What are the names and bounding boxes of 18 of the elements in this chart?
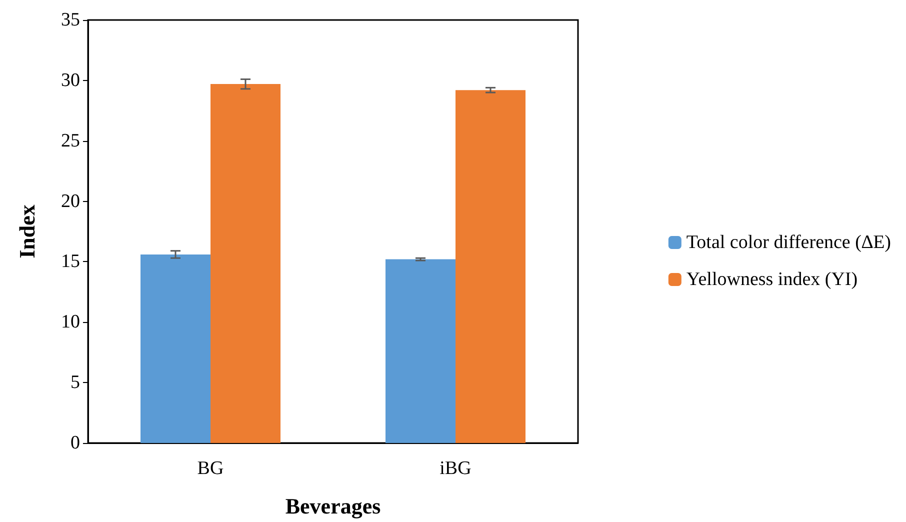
x-tick-label: BG <box>197 458 224 479</box>
legend-label: Total color difference (∆E) <box>686 232 891 253</box>
y-tick-label: 15 <box>61 251 80 272</box>
y-tick-label: 30 <box>61 70 80 91</box>
y-tick-label: 25 <box>61 130 80 152</box>
y-tick-label: 5 <box>70 372 80 394</box>
y-tick-label: 35 <box>61 10 80 30</box>
bar <box>456 90 526 443</box>
x-axis-title: Beverages <box>285 494 382 518</box>
x-tick-label: iBG <box>440 458 472 479</box>
y-axis-title: Index <box>14 204 40 258</box>
y-tick-label: 10 <box>61 312 80 333</box>
legend-label: Yellowness index (YI) <box>686 269 858 290</box>
bar <box>140 254 210 443</box>
bar <box>386 259 456 443</box>
y-tick-label: 20 <box>61 190 80 212</box>
bar <box>210 84 280 443</box>
y-tick-label: 0 <box>70 432 80 454</box>
